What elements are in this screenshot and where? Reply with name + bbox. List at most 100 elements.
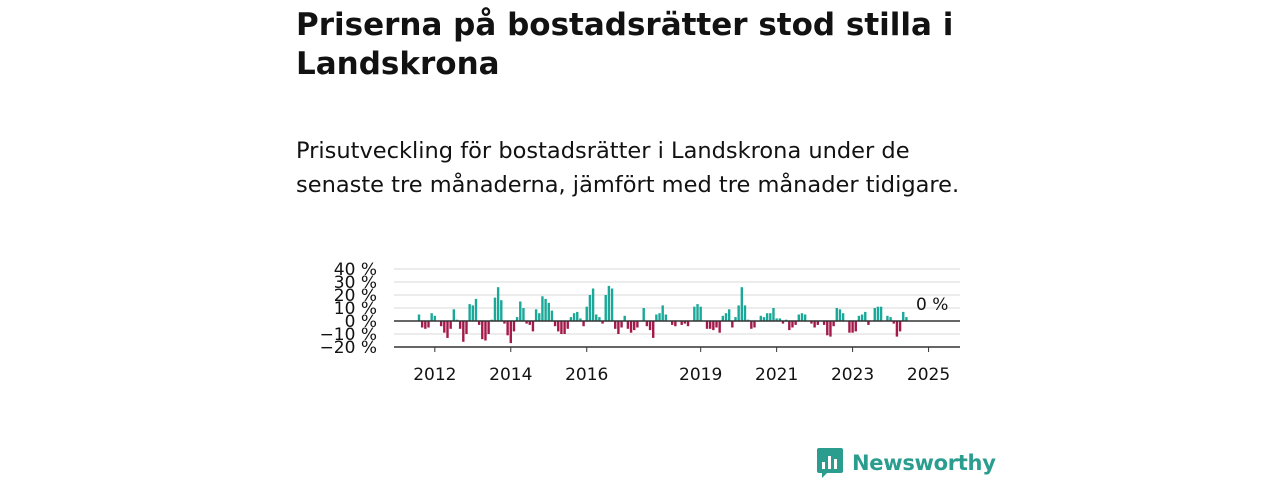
bar: [898, 321, 902, 332]
bar: [629, 321, 633, 333]
bar: [769, 313, 772, 321]
bar: [816, 321, 819, 325]
bar: [509, 321, 512, 344]
y-tick-label: −20 %: [320, 338, 377, 358]
bar: [598, 317, 601, 321]
bar: [664, 314, 668, 321]
bar: [462, 321, 465, 342]
bar: [822, 321, 826, 325]
bar: [623, 315, 626, 321]
bar: [576, 311, 579, 321]
bar: [791, 321, 794, 328]
newsworthy-brand: Newsworthy: [816, 446, 996, 480]
bar: [636, 321, 639, 328]
y-tick-label: 40 %: [334, 260, 377, 280]
bar: [503, 321, 506, 324]
tick-labels: 40 %30 %20 %10 %0 %−10 %−20 %2012 2014 201…: [320, 260, 951, 385]
bar: [892, 321, 895, 324]
y-tick-label: 10 %: [334, 299, 377, 319]
bar: [484, 321, 487, 341]
bar: [803, 314, 807, 321]
bar: [854, 321, 857, 332]
bar: [680, 321, 683, 325]
bar: [420, 321, 424, 328]
bar: [750, 321, 753, 329]
bar: [737, 305, 740, 321]
bar: [544, 298, 547, 321]
bar: [528, 321, 531, 325]
bar: [607, 285, 611, 321]
bar: [525, 321, 528, 324]
bar: [864, 311, 867, 321]
x-tick-label: 2016: [565, 365, 608, 385]
bar: [879, 306, 883, 321]
bar: [522, 308, 525, 321]
bar: [781, 321, 785, 324]
bar: [873, 308, 876, 321]
bar: [531, 321, 535, 332]
bar: [753, 321, 756, 328]
x-tick-label: 2012: [413, 365, 456, 385]
bar: [889, 317, 892, 321]
bar: [610, 288, 614, 321]
bar: [620, 321, 623, 328]
bar: [826, 321, 829, 336]
x-tick-label: 2014: [489, 365, 532, 385]
y-tick-label: 30 %: [334, 273, 377, 293]
bar: [645, 321, 649, 327]
bar: [515, 317, 519, 321]
bar: [876, 306, 880, 321]
bar: [601, 321, 604, 324]
bar: [496, 287, 500, 321]
bar: [674, 321, 677, 327]
bar: [519, 301, 522, 321]
y-tick-label: −10 %: [320, 325, 377, 345]
bar: [867, 321, 870, 325]
bar: [775, 318, 778, 321]
x-tick-label: 2025: [907, 365, 950, 385]
bar: [446, 321, 449, 338]
newsworthy-logo-icon: [817, 448, 843, 478]
bar: [563, 321, 566, 334]
bar: [718, 321, 721, 333]
bar: [743, 305, 747, 321]
bar: [642, 308, 645, 321]
bar: [614, 321, 617, 329]
bar: [572, 313, 576, 321]
bar: [658, 313, 661, 321]
bar: [759, 315, 763, 321]
bar: [487, 321, 490, 334]
brand-name: Newsworthy: [852, 451, 996, 475]
bar: [848, 321, 851, 333]
bar: [547, 302, 550, 321]
bar: [477, 321, 481, 325]
bar: [433, 315, 437, 321]
bar: [797, 314, 800, 321]
bar: [633, 321, 636, 331]
bar: [652, 321, 655, 338]
bar: [829, 321, 832, 337]
bar: [465, 321, 468, 334]
x-tick-label: 2023: [831, 365, 874, 385]
bar: [585, 306, 588, 321]
bar: [693, 306, 696, 321]
bar: [579, 318, 582, 321]
bar: [715, 321, 718, 328]
bar: [617, 321, 620, 334]
bar: [686, 321, 690, 327]
bar: [443, 321, 446, 333]
x-tick-label: 2019: [679, 365, 722, 385]
bar: [655, 314, 658, 321]
bar: [712, 321, 715, 331]
last-value-label: 0 %: [916, 295, 948, 315]
bar: [788, 321, 791, 331]
bar: [553, 321, 557, 327]
x-tick-label: 2021: [755, 365, 798, 385]
bar: [626, 321, 630, 329]
bar: [534, 309, 538, 321]
bar: [582, 321, 585, 327]
chart-subtitle: Prisutveckling för bostadsrätter i Lands…: [296, 138, 960, 198]
bar: [765, 313, 769, 321]
bar: [705, 321, 709, 329]
bar: [506, 321, 509, 336]
